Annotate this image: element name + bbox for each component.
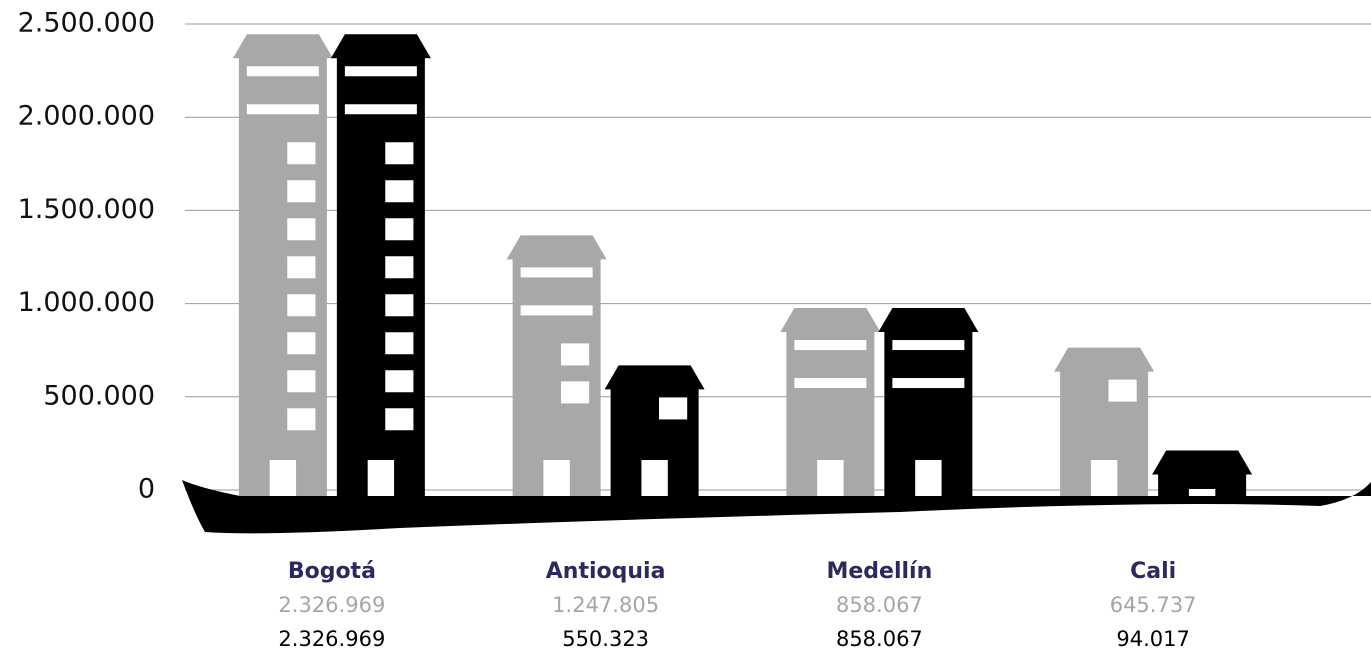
window <box>385 218 413 240</box>
value-label: 550.323 <box>562 627 649 651</box>
window <box>794 340 866 350</box>
door <box>817 460 843 496</box>
value-label: 2.326.969 <box>278 593 385 617</box>
roof <box>605 365 705 389</box>
window <box>287 332 315 354</box>
window <box>892 378 964 388</box>
window <box>345 66 417 76</box>
value-label: 858.067 <box>836 627 923 651</box>
window <box>345 104 417 114</box>
window <box>561 381 589 403</box>
y-tick-label: 2.500.000 <box>18 8 155 39</box>
roof <box>331 34 431 58</box>
door <box>270 460 296 496</box>
window <box>521 305 593 315</box>
y-tick-label: 1.500.000 <box>18 194 155 225</box>
window <box>1109 380 1137 402</box>
roof <box>1152 450 1252 474</box>
x-tick-label: Antioquia <box>546 559 666 584</box>
window <box>385 180 413 202</box>
y-tick-label: 0 <box>138 474 155 505</box>
roof <box>1054 348 1154 372</box>
window <box>287 256 315 278</box>
door <box>641 460 667 496</box>
window <box>385 408 413 430</box>
x-tick-label: Bogotá <box>288 559 376 584</box>
value-label: 1.247.805 <box>552 593 659 617</box>
roof <box>507 235 607 259</box>
door <box>915 460 941 496</box>
roof <box>878 308 978 332</box>
value-label: 94.017 <box>1116 627 1189 651</box>
roof <box>780 308 880 332</box>
x-tick-label: Medellín <box>826 559 932 584</box>
value-label: 645.737 <box>1110 593 1197 617</box>
window <box>287 294 315 316</box>
window <box>659 397 687 419</box>
window <box>287 408 315 430</box>
value-label: 2.326.969 <box>278 627 385 651</box>
x-tick-label: Cali <box>1130 559 1176 584</box>
door <box>1189 489 1215 496</box>
plot <box>233 34 1252 500</box>
door <box>368 460 394 496</box>
y-tick-label: 500.000 <box>43 380 155 411</box>
y-tick-label: 2.000.000 <box>18 101 155 132</box>
window <box>287 142 315 164</box>
window <box>287 180 315 202</box>
y-tick-label: 1.000.000 <box>18 287 155 318</box>
chart: 0 500.000 1.000.000 1.500.000 2.000.000 2.500… <box>0 0 1371 655</box>
window <box>521 267 593 277</box>
value-label: 858.067 <box>836 593 923 617</box>
window <box>385 370 413 392</box>
window <box>794 378 866 388</box>
window <box>287 370 315 392</box>
door <box>1091 460 1117 496</box>
door <box>543 460 569 496</box>
window <box>892 340 964 350</box>
window <box>385 294 413 316</box>
window <box>247 66 319 76</box>
window <box>561 343 589 365</box>
window <box>385 332 413 354</box>
window <box>247 104 319 114</box>
window <box>385 256 413 278</box>
window <box>287 218 315 240</box>
window <box>385 142 413 164</box>
roof <box>233 34 333 58</box>
